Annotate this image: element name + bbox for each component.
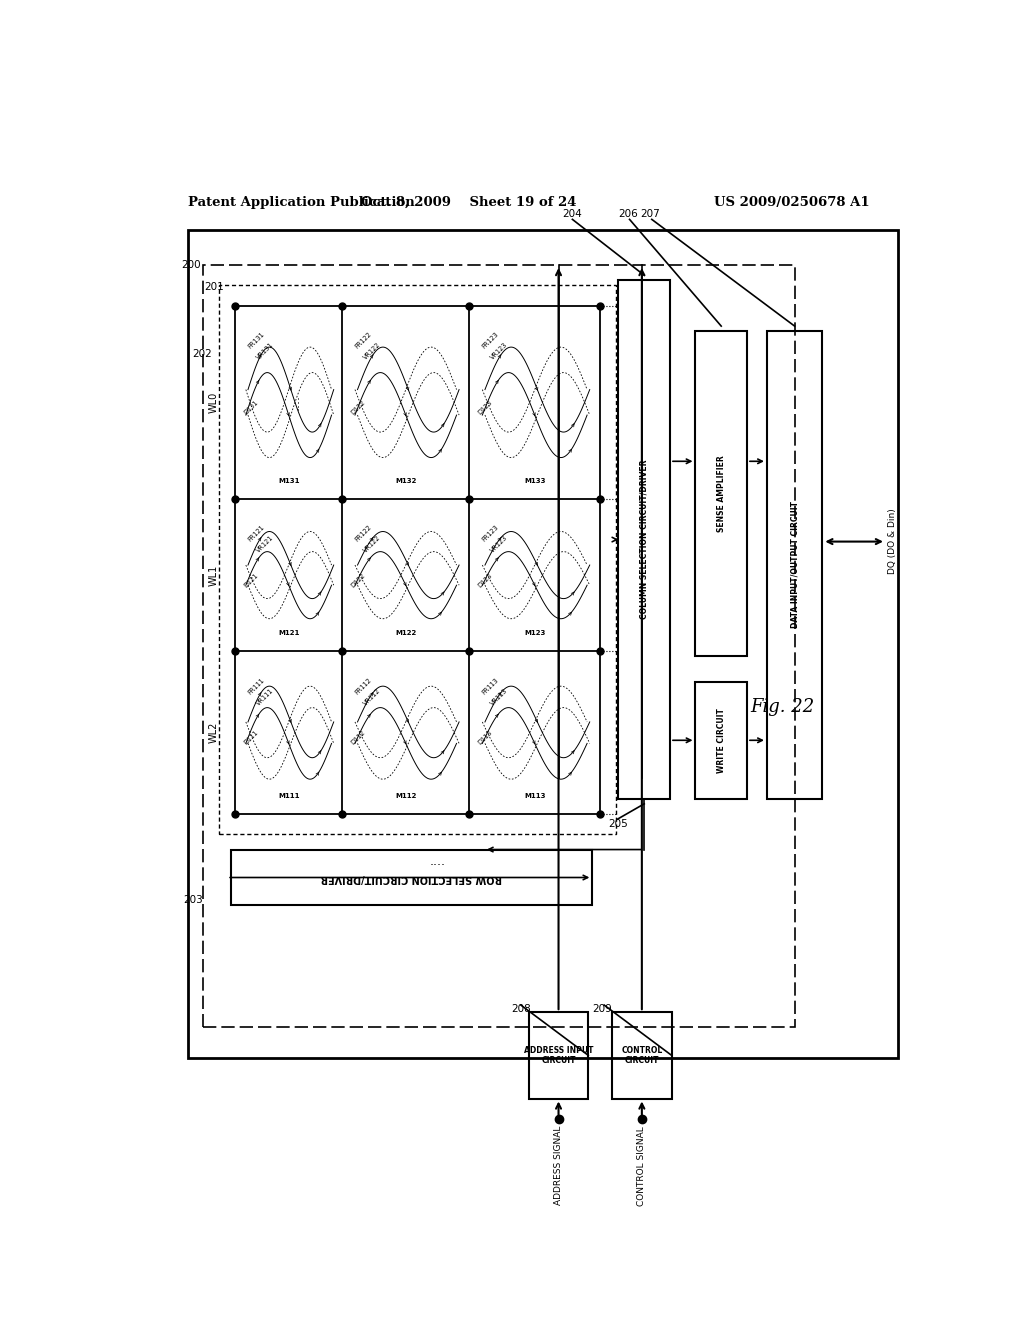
Text: 202: 202 <box>191 348 212 359</box>
Text: DQ (DO & Din): DQ (DO & Din) <box>888 508 897 574</box>
Text: M121: M121 <box>279 630 299 636</box>
Text: SENSE AMPLIFIER: SENSE AMPLIFIER <box>717 455 726 532</box>
Text: M123: M123 <box>524 630 546 636</box>
Bar <box>187 230 898 1057</box>
Text: D111: D111 <box>243 730 260 746</box>
Text: ....: .... <box>429 855 445 869</box>
Text: WL0: WL0 <box>209 392 219 413</box>
Text: VR113: VR113 <box>489 686 509 706</box>
Text: FR131: FR131 <box>247 331 266 350</box>
Text: 201: 201 <box>204 282 223 293</box>
Text: M132: M132 <box>395 478 417 483</box>
Text: WL1: WL1 <box>209 565 219 586</box>
Text: WRITE CIRCUIT: WRITE CIRCUIT <box>717 708 726 772</box>
Bar <box>618 280 670 799</box>
Text: M112: M112 <box>395 793 417 799</box>
Text: D112: D112 <box>350 730 367 746</box>
Bar <box>231 850 592 906</box>
Text: COLUMN SELECTION CIRCUIT/DRIVER: COLUMN SELECTION CIRCUIT/DRIVER <box>640 459 649 619</box>
Text: FR112: FR112 <box>354 677 373 696</box>
Text: FR123: FR123 <box>481 331 500 350</box>
Text: M131: M131 <box>278 478 299 483</box>
Text: D123: D123 <box>477 572 494 589</box>
Text: VR111: VR111 <box>255 686 274 706</box>
Text: CONTROL
CIRCUIT: CONTROL CIRCUIT <box>622 1045 663 1065</box>
Bar <box>695 331 748 656</box>
Text: FR122: FR122 <box>354 524 373 543</box>
Text: D123: D123 <box>477 399 494 416</box>
Text: VR122: VR122 <box>362 535 382 554</box>
Text: 206: 206 <box>618 210 638 219</box>
Text: VR122: VR122 <box>362 342 382 360</box>
Text: Fig. 22: Fig. 22 <box>751 698 815 717</box>
Text: D122: D122 <box>350 572 367 589</box>
Text: 208: 208 <box>511 1005 530 1014</box>
Text: CONTROL SIGNAL: CONTROL SIGNAL <box>637 1126 646 1205</box>
Text: DATA INPUT/OUTPUT CIRCUIT: DATA INPUT/OUTPUT CIRCUIT <box>791 502 799 628</box>
Text: 205: 205 <box>608 820 628 829</box>
Text: 207: 207 <box>640 210 660 219</box>
Text: VR112: VR112 <box>362 686 382 706</box>
Bar <box>695 682 748 799</box>
Bar <box>528 1012 588 1098</box>
Text: FR113: FR113 <box>481 677 500 696</box>
Text: M113: M113 <box>524 793 546 799</box>
Text: M111: M111 <box>278 793 299 799</box>
Text: D121: D121 <box>243 572 260 589</box>
Text: VR123: VR123 <box>489 535 509 554</box>
Text: FR111: FR111 <box>247 677 266 696</box>
Text: Oct. 8, 2009    Sheet 19 of 24: Oct. 8, 2009 Sheet 19 of 24 <box>361 195 577 209</box>
Text: ....: .... <box>288 395 301 411</box>
Text: FR123: FR123 <box>481 524 500 543</box>
Bar <box>612 1012 672 1098</box>
Text: FR121: FR121 <box>247 524 266 543</box>
Text: D131: D131 <box>243 399 260 416</box>
Text: D113: D113 <box>477 730 494 746</box>
Text: M122: M122 <box>395 630 417 636</box>
Text: D122: D122 <box>350 399 367 416</box>
Text: VR131: VR131 <box>255 342 274 360</box>
Text: US 2009/0250678 A1: US 2009/0250678 A1 <box>715 195 870 209</box>
Text: ADDRESS INPUT
CIRCUIT: ADDRESS INPUT CIRCUIT <box>524 1045 593 1065</box>
Text: 209: 209 <box>593 1005 612 1014</box>
Text: 200: 200 <box>181 260 202 271</box>
Bar <box>767 331 822 799</box>
Bar <box>219 285 616 834</box>
Text: VR123: VR123 <box>489 342 509 360</box>
Text: WL2: WL2 <box>209 722 219 743</box>
Text: 204: 204 <box>562 210 583 219</box>
Text: ADDRESS SIGNAL: ADDRESS SIGNAL <box>554 1126 563 1205</box>
Text: M133: M133 <box>524 478 546 483</box>
Bar <box>204 265 795 1027</box>
Text: VR121: VR121 <box>255 535 274 554</box>
Text: Patent Application Publication: Patent Application Publication <box>187 195 415 209</box>
Text: ROW SELECTION CIRCUIT/DRIVER: ROW SELECTION CIRCUIT/DRIVER <box>321 873 503 883</box>
Text: FR122: FR122 <box>354 331 373 350</box>
Text: 203: 203 <box>183 895 203 906</box>
